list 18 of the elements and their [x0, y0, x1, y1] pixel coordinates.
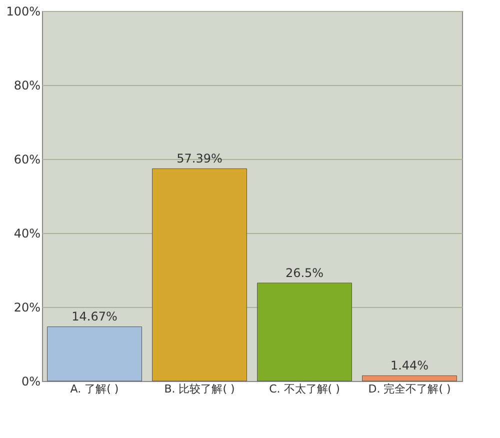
data-label: 1.44%: [390, 358, 429, 373]
data-label: 14.67%: [72, 310, 118, 324]
x-tick-label: B. 比较了解( ): [164, 382, 235, 396]
y-tick-label: 80%: [14, 78, 40, 92]
bar: [362, 375, 457, 382]
y-tick-label: 0%: [21, 374, 40, 388]
y-tick-label: 100%: [6, 4, 40, 18]
bar: [47, 326, 142, 382]
y-tick-label: 40%: [14, 226, 40, 240]
y-tick-label: 20%: [14, 300, 40, 314]
x-tick-label: A. 了解( ): [70, 382, 119, 396]
bar: [152, 168, 247, 382]
x-tick-label: D. 完全不了解( ): [368, 382, 451, 396]
data-label: 57.39%: [176, 152, 222, 166]
bar: [257, 282, 352, 382]
y-tick-label: 60%: [14, 152, 40, 166]
x-tick-label: C. 不太了解( ): [269, 382, 340, 396]
data-label: 26.5%: [285, 266, 324, 280]
